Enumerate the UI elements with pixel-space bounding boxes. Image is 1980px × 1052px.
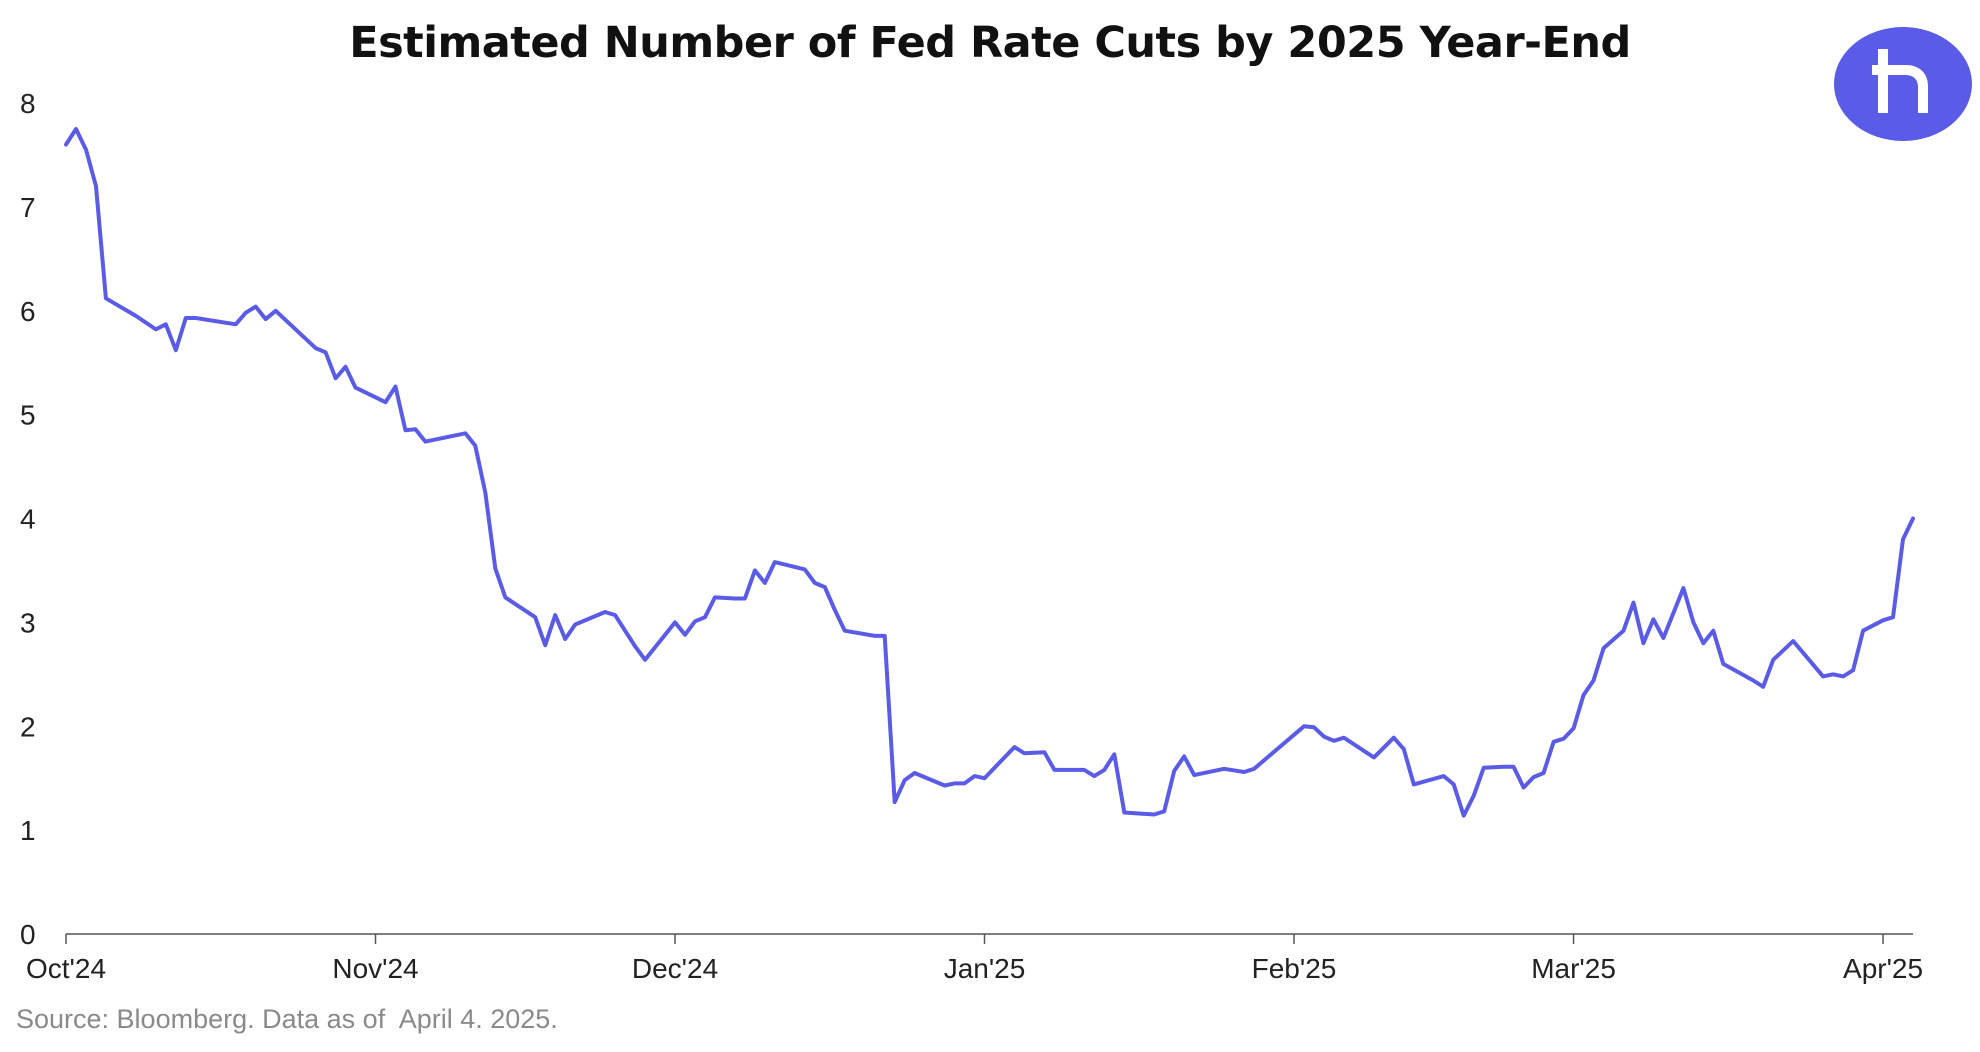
y-tick-label: 6 (20, 296, 36, 327)
r-brand-logo-icon (1834, 27, 1972, 141)
x-tick-label: Oct'24 (26, 953, 106, 984)
y-tick-label: 5 (20, 400, 36, 431)
y-tick-label: 8 (20, 88, 36, 119)
x-tick-label: Nov'24 (332, 953, 418, 984)
source-note: Source: Bloomberg. Data as of April 4. 2… (16, 1004, 558, 1034)
x-tick-label: Apr'25 (1843, 953, 1923, 984)
y-tick-label: 0 (20, 919, 36, 950)
y-tick-label: 4 (20, 504, 36, 535)
x-tick-label: Mar'25 (1531, 953, 1616, 984)
y-axis: 0 1 2 3 4 5 6 7 8 (20, 88, 36, 950)
y-tick-label: 1 (20, 815, 36, 846)
x-axis: Oct'24 Nov'24 Dec'24 Jan'25 Feb'25 Mar'25 Apr'… (26, 933, 1923, 984)
y-tick-label: 7 (20, 192, 36, 223)
x-tick-label: Dec'24 (632, 953, 718, 984)
series-line-1 (64, 127, 1915, 818)
y-tick-label: 2 (20, 711, 36, 742)
x-tick-label: Jan'25 (944, 953, 1026, 984)
x-tick-label: Feb'25 (1252, 953, 1337, 984)
chart-title: Estimated Number of Fed Rate Cuts by 202… (349, 18, 1631, 68)
plot-area (64, 127, 1915, 818)
y-tick-label: 3 (20, 607, 36, 638)
